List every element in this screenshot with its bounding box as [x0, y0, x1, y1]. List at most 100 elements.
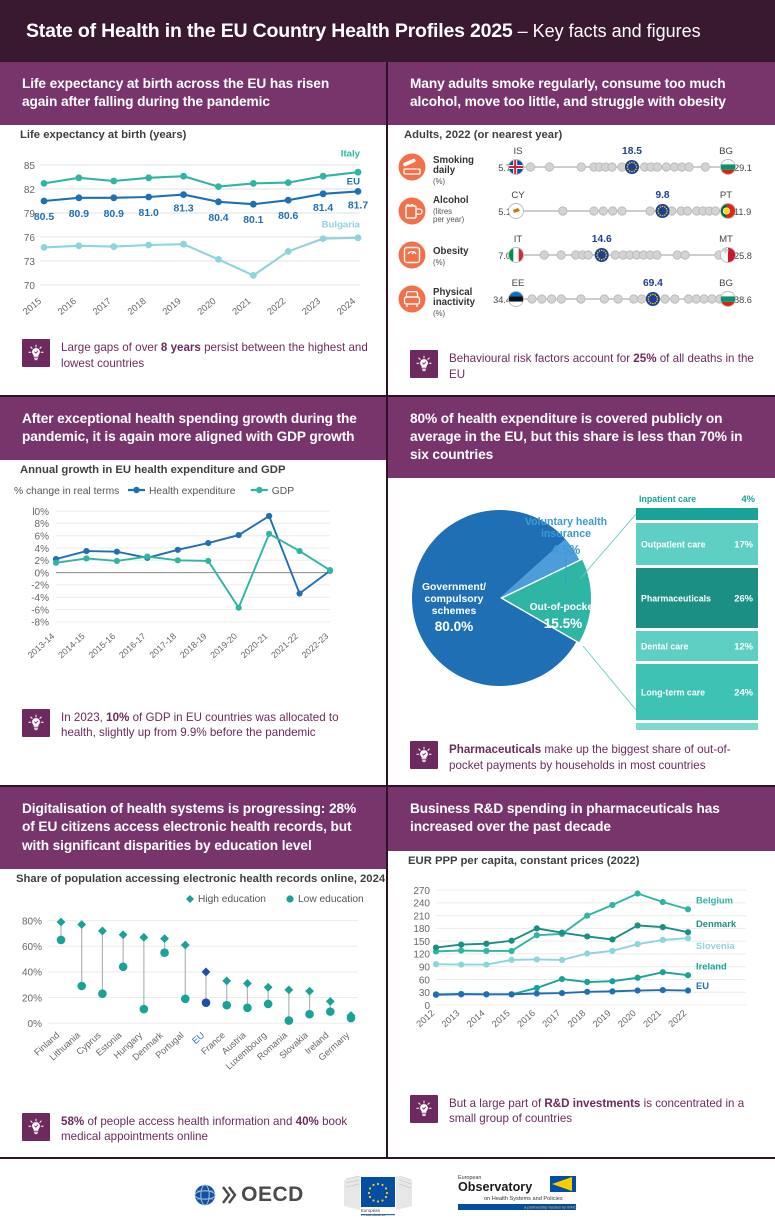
svg-text:80%: 80% — [22, 916, 42, 927]
series-label-italy: Italy — [341, 149, 361, 160]
series-label-eu: EU — [696, 979, 709, 990]
svg-text:(litres: (litres — [433, 207, 452, 216]
flag-bg — [720, 291, 736, 307]
risk-label: inactivity — [433, 297, 476, 308]
svg-text:82: 82 — [24, 185, 36, 196]
panel-public-coverage: 80% of health expenditure is covered pub… — [388, 396, 775, 788]
country-dot — [617, 162, 627, 173]
key-fact-text: In 2023, 10% of GDP in EU countries was … — [61, 710, 339, 740]
svg-text:2012: 2012 — [414, 1008, 436, 1029]
panel-grid: Life expectancy at birth across the EU h… — [0, 62, 775, 1159]
pie-value-vhi: 4.5% — [552, 543, 581, 557]
low-education-marker — [222, 1000, 232, 1010]
pie-label-oop: Out-of-pocket — [530, 602, 597, 613]
svg-text:insurance: insurance — [541, 528, 591, 540]
chart-title: Annual growth in EU health expenditure a… — [20, 463, 286, 476]
svg-text:80.5: 80.5 — [34, 212, 54, 223]
cigarette-icon — [398, 153, 426, 181]
flag-ee — [508, 291, 524, 307]
high-education-marker — [139, 932, 149, 942]
svg-text:2021: 2021 — [641, 1008, 663, 1029]
svg-text:81.0: 81.0 — [139, 208, 159, 219]
breakdown-label: Pharmaceuticals — [641, 594, 711, 604]
svg-text:0%: 0% — [28, 1019, 43, 1030]
eu-marker — [594, 248, 609, 263]
legend-health: Health expenditure — [149, 486, 236, 497]
country-dot — [691, 294, 701, 305]
high-education-marker — [284, 985, 294, 995]
panel-rnd-spending: Business R&D spending in pharmaceuticals… — [388, 787, 775, 1159]
low-education-marker — [77, 981, 87, 991]
svg-text:-8%: -8% — [31, 618, 49, 629]
high-education-marker — [56, 917, 66, 927]
key-fact-text: Pharmaceuticals make up the biggest shar… — [449, 743, 731, 772]
breakdown-label: Dental care — [641, 642, 689, 652]
svg-text:4%: 4% — [35, 544, 50, 555]
flag-pt — [720, 203, 736, 219]
country-dot — [617, 206, 627, 217]
svg-text:80.1: 80.1 — [243, 216, 263, 227]
high-education-marker — [305, 986, 314, 996]
key-fact-life-expectancy: Large gaps of over 8 years persist betwe… — [0, 333, 386, 383]
svg-text:0: 0 — [424, 1000, 430, 1011]
svg-text:2013-14: 2013-14 — [26, 631, 57, 660]
svg-text:81.4: 81.4 — [313, 203, 333, 214]
country-dot — [645, 206, 655, 217]
country-dot — [558, 206, 568, 217]
pie-slice — [502, 559, 591, 643]
page-title: State of Health in the EU Country Health… — [26, 19, 513, 42]
key-fact-expenditure: In 2023, 10% of GDP in EU countries was … — [0, 703, 386, 753]
country-dot — [599, 294, 609, 305]
country-dot — [652, 162, 662, 173]
svg-text:70: 70 — [24, 281, 36, 292]
key-fact-text: Large gaps of over 8 years persist betwe… — [61, 341, 368, 370]
breakdown-label: Inpatient care — [639, 494, 696, 504]
footer-logos: OECD — [0, 1158, 775, 1231]
country-dot — [537, 294, 547, 305]
svg-text:79: 79 — [24, 209, 36, 220]
series-line-bulgaria — [43, 237, 359, 278]
svg-text:80.4: 80.4 — [208, 213, 228, 224]
svg-text:76: 76 — [24, 233, 36, 244]
svg-text:l0%: l0% — [32, 507, 49, 518]
svg-text:0%: 0% — [35, 568, 50, 579]
min-value: 5.7 — [498, 163, 511, 173]
legend-low-education: Low education — [298, 894, 364, 905]
breakdown-value: 24% — [734, 687, 753, 698]
high-education-marker — [325, 996, 335, 1006]
beer-icon — [398, 197, 426, 225]
panel-heading: Life expectancy at birth across the EU h… — [0, 62, 386, 126]
lightbulb-icon — [410, 350, 438, 379]
svg-text:2020: 2020 — [616, 1008, 638, 1029]
lightbulb-icon — [410, 1094, 438, 1123]
obs-label-2: Observatory — [458, 1180, 532, 1194]
svg-text:2023: 2023 — [300, 296, 322, 317]
lightbulb-icon — [410, 741, 438, 770]
breakdown-box — [636, 523, 758, 566]
high-education-marker — [160, 934, 169, 943]
breakdown-box — [636, 631, 758, 662]
min-value: 5.1 — [498, 207, 511, 217]
eu-marker — [655, 204, 670, 219]
svg-text:2018: 2018 — [126, 296, 148, 317]
high-education-marker — [77, 920, 87, 929]
risk-label: daily — [433, 165, 456, 176]
pie-label-government: Government/ — [422, 582, 486, 593]
country-dot — [546, 294, 557, 305]
series-label-eu: EU — [347, 177, 360, 188]
cigarette-icon-glyph — [403, 159, 421, 176]
country-dot — [652, 250, 662, 261]
max-country-code: MT — [719, 234, 733, 245]
lightbulb-icon — [22, 1112, 50, 1141]
country-dot — [576, 162, 586, 173]
lightbulb-icon — [22, 339, 50, 368]
country-dot — [607, 162, 617, 173]
min-value: 7.0 — [498, 251, 511, 261]
panel-heading: Many adults smoke regularly, consume too… — [388, 62, 775, 126]
eu-value: 9.8 — [655, 190, 669, 201]
country-dot — [556, 250, 566, 261]
key-fact-text: 58% of people access health information … — [61, 1114, 348, 1144]
svg-text:2014: 2014 — [465, 1008, 487, 1029]
svg-text:2016: 2016 — [515, 1008, 537, 1029]
